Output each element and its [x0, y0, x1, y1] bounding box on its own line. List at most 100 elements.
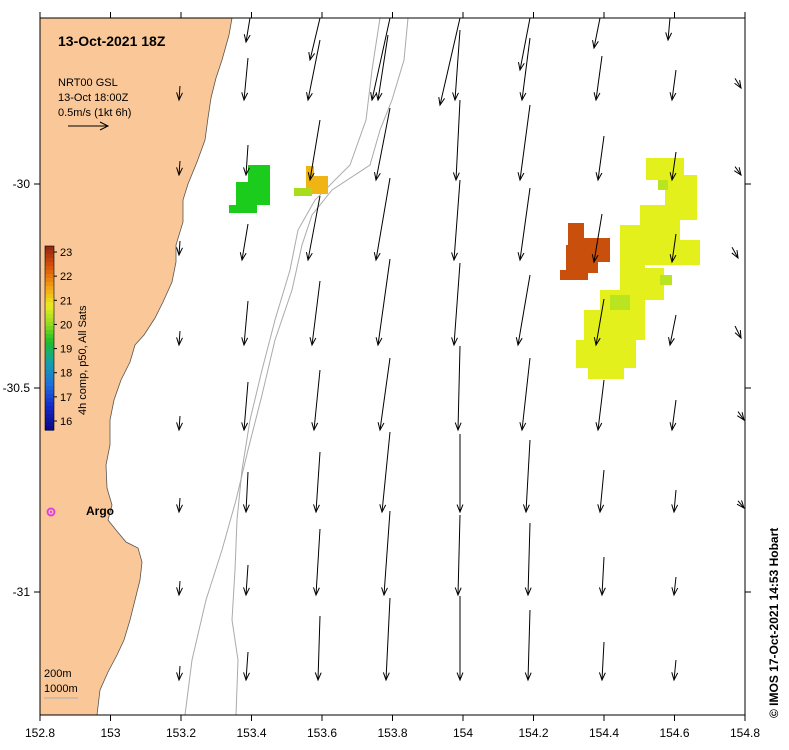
current-arrow	[669, 151, 677, 182]
y-tick-label: -30.5	[3, 381, 31, 395]
current-arrow	[239, 223, 249, 262]
colorbar-segment	[45, 302, 54, 307]
current-arrow	[313, 528, 321, 597]
y-tick-label: -31	[13, 585, 31, 599]
current-arrow	[382, 597, 391, 682]
current-arrow	[176, 580, 183, 597]
current-arrow	[591, 213, 603, 264]
current-arrow	[671, 576, 679, 597]
current-arrow	[595, 135, 605, 182]
current-arrow	[669, 69, 677, 102]
current-arrow	[517, 17, 531, 72]
axis-ticks: 152.8 153 153.2 153.4 153.6 153.8 154 154.2 154.…	[3, 12, 760, 740]
current-arrow	[452, 99, 461, 182]
contour-200m	[231, 17, 381, 716]
x-tick-label: 154.8	[730, 726, 760, 740]
x-tick-label: 153.8	[377, 726, 407, 740]
sst-colorbar: 23 22 21 20 19 18 17 16	[44, 245, 72, 431]
current-arrow	[243, 17, 251, 44]
land-mass	[39, 17, 233, 716]
current-arrow	[524, 522, 532, 597]
colorbar-segment	[45, 354, 54, 359]
current-arrow	[669, 399, 677, 432]
current-arrow	[522, 439, 531, 514]
colorbar-segment	[45, 282, 54, 287]
colorbar-segment	[45, 386, 54, 391]
current-arrow	[736, 500, 745, 510]
argo-label: Argo	[86, 504, 114, 518]
colorbar-segment	[45, 346, 54, 351]
current-arrow	[597, 469, 605, 514]
argo-float-marker	[46, 507, 56, 517]
current-arrow	[375, 258, 391, 347]
x-tick-label: 153	[100, 726, 120, 740]
colorbar-segment	[45, 358, 54, 363]
colorbar-segment	[45, 342, 54, 347]
colorbar-segment	[45, 418, 54, 423]
colorbar-segment	[45, 270, 54, 275]
colorbar-segment	[45, 278, 54, 283]
colorbar-segment	[45, 274, 54, 279]
current-arrow	[241, 57, 249, 102]
current-arrow	[176, 240, 183, 257]
current-arrow	[176, 415, 183, 432]
colorbar-segment	[45, 334, 54, 339]
colorbar-segment	[45, 370, 54, 375]
colorbar-tick-label: 19	[60, 344, 72, 356]
colorbar-segment	[45, 350, 54, 355]
current-arrow	[377, 357, 391, 432]
colorbar-segment	[45, 338, 54, 343]
current-arrow	[736, 411, 745, 422]
sst-patch-green	[229, 165, 270, 213]
colorbar-segment	[45, 402, 54, 407]
info-time: 13-Oct 18:00Z	[58, 92, 129, 104]
x-tick-label: 154.4	[589, 726, 619, 740]
current-arrow	[454, 514, 462, 597]
current-arrow	[595, 379, 605, 432]
current-arrow	[241, 300, 249, 347]
credit-text: © IMOS 17-Oct-2021 14:53 Hobart	[767, 528, 781, 718]
current-arrow	[176, 160, 183, 177]
current-arrow	[519, 357, 531, 432]
x-tick-label: 154.2	[518, 726, 548, 740]
current-arrow	[593, 55, 603, 102]
current-arrow	[671, 489, 679, 514]
colorbar-tick-label: 18	[60, 368, 72, 380]
current-arrow	[243, 651, 250, 682]
current-arrow	[307, 119, 321, 182]
current-arrow	[242, 471, 250, 514]
current-arrow	[598, 641, 606, 682]
colorbar-segment	[45, 266, 54, 271]
contour-label-200m: 200m	[44, 668, 72, 680]
current-arrow	[734, 325, 742, 340]
current-arrow	[381, 510, 391, 597]
colorbar-segment	[45, 378, 54, 383]
current-arrow	[456, 596, 464, 682]
x-tick-label: 154	[453, 726, 473, 740]
colorbar-segment	[45, 250, 54, 255]
colorbar-segment	[45, 410, 54, 415]
current-arrow	[517, 187, 531, 262]
colorbar-label: 4h comp, p50, All Sats	[77, 305, 89, 415]
x-tick-label: 152.8	[25, 726, 55, 740]
current-arrow	[306, 39, 321, 102]
current-arrow	[668, 314, 677, 347]
colorbar-segment	[45, 318, 54, 323]
colorbar-segment	[45, 406, 54, 411]
current-arrow	[451, 179, 461, 262]
current-arrow	[731, 246, 739, 260]
colorbar-segment	[45, 310, 54, 315]
colorbar-tick-label: 17	[60, 392, 72, 404]
colorbar-tick-label: 20	[60, 319, 72, 331]
current-arrow	[379, 431, 391, 514]
current-arrow	[313, 451, 321, 514]
current-arrow	[176, 497, 183, 514]
current-arrow	[308, 17, 321, 62]
colorbar-tick-label: 21	[60, 295, 72, 307]
current-arrow	[309, 280, 321, 347]
current-arrow	[374, 107, 391, 182]
x-tick-label: 153.6	[307, 726, 337, 740]
x-tick-label: 153.4	[236, 726, 266, 740]
info-source: NRT00 GSL	[58, 77, 118, 89]
